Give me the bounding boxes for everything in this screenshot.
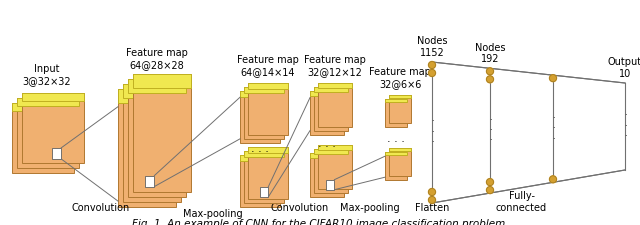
Text: Fully-
connected: Fully- connected bbox=[496, 191, 547, 213]
Text: Convolution: Convolution bbox=[271, 203, 329, 213]
Bar bbox=[244, 87, 284, 93]
Bar bbox=[118, 89, 176, 207]
Bar bbox=[133, 74, 191, 192]
Text: Output
10: Output 10 bbox=[608, 57, 640, 79]
Circle shape bbox=[486, 187, 493, 193]
Bar bbox=[248, 83, 288, 135]
Bar bbox=[248, 147, 288, 199]
Circle shape bbox=[486, 179, 493, 186]
Bar bbox=[389, 148, 411, 151]
Text: ·
·
·: · · · bbox=[431, 118, 433, 147]
Bar bbox=[385, 152, 407, 180]
Bar bbox=[240, 91, 280, 97]
Circle shape bbox=[550, 176, 557, 183]
Bar bbox=[310, 153, 344, 197]
Bar bbox=[22, 93, 84, 163]
Bar bbox=[326, 180, 334, 190]
Bar bbox=[123, 84, 181, 98]
Bar bbox=[310, 153, 344, 158]
Text: Nodes
192: Nodes 192 bbox=[475, 43, 505, 64]
Bar bbox=[385, 99, 407, 102]
Circle shape bbox=[550, 75, 557, 82]
Bar bbox=[318, 83, 352, 127]
Bar bbox=[385, 99, 407, 127]
Text: Input
3@32×32: Input 3@32×32 bbox=[22, 64, 71, 86]
Bar bbox=[52, 148, 61, 159]
Circle shape bbox=[486, 68, 493, 75]
Text: Flatten: Flatten bbox=[415, 203, 449, 213]
Bar bbox=[389, 95, 411, 123]
Text: ·
·
·: · · · bbox=[552, 114, 554, 144]
Bar bbox=[248, 83, 288, 89]
Bar bbox=[389, 148, 411, 176]
Text: Max-pooling: Max-pooling bbox=[183, 209, 243, 219]
Bar bbox=[244, 87, 284, 139]
Bar bbox=[118, 89, 176, 103]
Bar bbox=[248, 147, 288, 153]
Text: . . .: . . . bbox=[387, 135, 405, 144]
Bar bbox=[318, 145, 352, 189]
Bar bbox=[385, 152, 407, 155]
Bar bbox=[314, 149, 348, 154]
Bar bbox=[12, 103, 74, 111]
Bar bbox=[244, 151, 284, 157]
Bar bbox=[12, 103, 74, 173]
Text: . . .: . . . bbox=[251, 144, 269, 154]
Circle shape bbox=[429, 196, 435, 203]
Circle shape bbox=[486, 76, 493, 83]
Bar bbox=[318, 145, 352, 150]
Bar bbox=[133, 74, 191, 88]
Bar bbox=[240, 155, 280, 161]
Bar bbox=[244, 151, 284, 203]
Text: Feature map
64@14×14: Feature map 64@14×14 bbox=[237, 55, 299, 77]
Bar bbox=[123, 84, 181, 202]
Bar bbox=[314, 149, 348, 193]
Circle shape bbox=[429, 189, 435, 196]
Text: Max-pooling: Max-pooling bbox=[340, 203, 399, 213]
Circle shape bbox=[429, 70, 435, 77]
Bar bbox=[240, 155, 280, 207]
Bar bbox=[260, 187, 268, 198]
Bar bbox=[22, 93, 84, 101]
Bar bbox=[314, 87, 348, 131]
Text: . . .: . . . bbox=[318, 139, 336, 149]
Text: Convolution: Convolution bbox=[72, 203, 130, 213]
Text: ·
·
·: · · · bbox=[489, 116, 492, 146]
Text: Fig. 1. An example of CNN for the CIFAR10 image classification problem.: Fig. 1. An example of CNN for the CIFAR1… bbox=[132, 219, 508, 225]
Bar bbox=[17, 98, 79, 106]
Bar bbox=[318, 83, 352, 88]
Bar bbox=[310, 91, 344, 135]
Bar bbox=[17, 98, 79, 168]
Bar bbox=[128, 79, 186, 197]
Text: Feature map
32@12×12: Feature map 32@12×12 bbox=[304, 55, 366, 77]
Bar bbox=[310, 91, 344, 96]
Circle shape bbox=[429, 61, 435, 68]
Bar bbox=[314, 87, 348, 92]
Bar bbox=[145, 176, 154, 187]
Bar bbox=[128, 79, 186, 93]
Bar bbox=[240, 91, 280, 143]
Text: ·
·
·: · · · bbox=[624, 112, 627, 141]
Text: Nodes
1152: Nodes 1152 bbox=[417, 36, 447, 58]
Text: Feature map
64@28×28: Feature map 64@28×28 bbox=[126, 48, 188, 70]
Text: Feature map
32@6×6: Feature map 32@6×6 bbox=[369, 68, 431, 89]
Bar bbox=[389, 95, 411, 98]
